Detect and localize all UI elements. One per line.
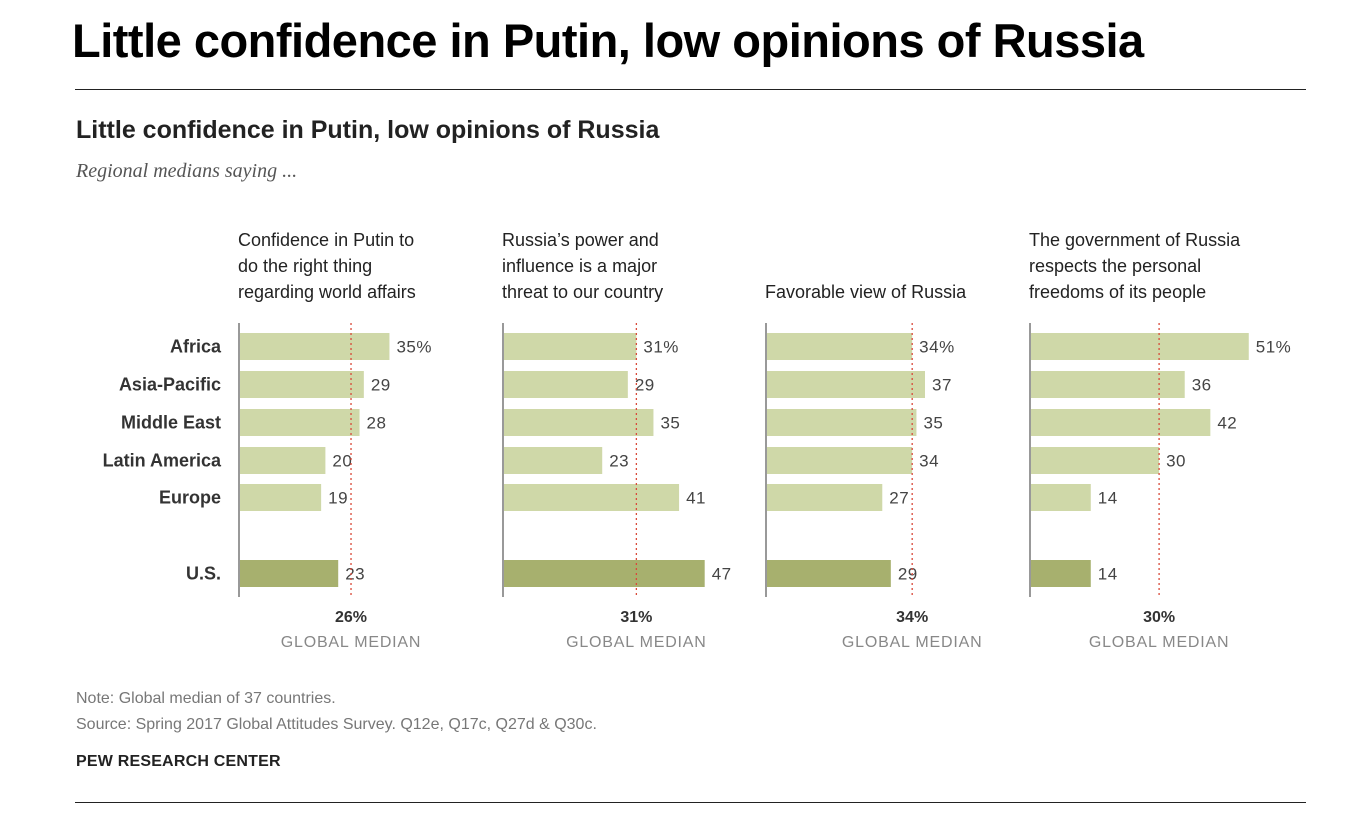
- panel-title-line: freedoms of its people: [1029, 282, 1206, 302]
- global-median-value: 30%: [1143, 609, 1175, 626]
- value-label: 34%: [919, 338, 955, 357]
- region-bar: [1031, 333, 1249, 360]
- panel-title-line: Russia’s power and: [502, 230, 659, 250]
- value-label: 29: [371, 376, 391, 395]
- chart-subtitle: Regional medians saying ...: [76, 160, 298, 182]
- global-median-caption: GLOBAL MEDIAN: [566, 634, 707, 651]
- value-label: 41: [686, 489, 706, 508]
- value-label: 20: [332, 452, 352, 471]
- chart-title: Little confidence in Putin, low opinions…: [76, 116, 660, 144]
- value-label: 34: [919, 452, 939, 471]
- category-label: Europe: [159, 488, 221, 508]
- value-label: 31%: [643, 338, 679, 357]
- bottom-divider: [75, 802, 1306, 803]
- value-label: 35: [660, 414, 680, 433]
- top-divider: [75, 89, 1306, 90]
- value-label: 42: [1217, 414, 1237, 433]
- us-bar: [1031, 560, 1091, 587]
- region-bar: [767, 333, 913, 360]
- region-bar: [1031, 484, 1091, 511]
- region-bar: [1031, 409, 1211, 436]
- panel-title-line: Confidence in Putin to: [238, 230, 414, 250]
- category-label: Africa: [170, 337, 222, 357]
- value-label: 47: [712, 565, 732, 584]
- region-bar: [767, 371, 925, 398]
- region-bar: [1031, 371, 1185, 398]
- category-label: Asia-Pacific: [119, 375, 221, 395]
- value-label: 19: [328, 489, 348, 508]
- value-label: 23: [345, 565, 365, 584]
- region-bar: [504, 333, 637, 360]
- region-bar: [504, 371, 628, 398]
- region-bar: [504, 447, 603, 474]
- value-label: 51%: [1256, 338, 1292, 357]
- org-credit: PEW RESEARCH CENTER: [76, 753, 281, 770]
- global-median-caption: GLOBAL MEDIAN: [281, 634, 422, 651]
- value-label: 23: [609, 452, 629, 471]
- value-label: 35%: [396, 338, 432, 357]
- region-bar: [240, 371, 364, 398]
- value-label: 14: [1098, 565, 1118, 584]
- panel-title-line: influence is a major: [502, 256, 657, 276]
- category-label: Latin America: [103, 451, 222, 471]
- global-median-value: 34%: [896, 609, 928, 626]
- region-bar: [767, 409, 917, 436]
- page-title: Little confidence in Putin, low opinions…: [72, 14, 1144, 67]
- value-label: 28: [367, 414, 387, 433]
- region-bar: [767, 484, 883, 511]
- category-label: Middle East: [121, 413, 221, 433]
- region-bar: [504, 409, 654, 436]
- region-bar: [504, 484, 680, 511]
- panel-title-line: respects the personal: [1029, 256, 1201, 276]
- panel-title-line: The government of Russia: [1029, 230, 1241, 250]
- chart-note: Note: Global median of 37 countries.: [76, 690, 336, 707]
- global-median-caption: GLOBAL MEDIAN: [1089, 634, 1230, 651]
- value-label: 36: [1192, 376, 1212, 395]
- global-median-value: 26%: [335, 609, 367, 626]
- value-label: 37: [932, 376, 952, 395]
- region-bar: [1031, 447, 1160, 474]
- value-label: 14: [1098, 489, 1118, 508]
- region-bar: [240, 484, 322, 511]
- value-label: 29: [898, 565, 918, 584]
- panel-title-line: regarding world affairs: [238, 282, 416, 302]
- panel-title-line: do the right thing: [238, 256, 372, 276]
- value-label: 35: [923, 414, 943, 433]
- global-median-value: 31%: [620, 609, 652, 626]
- global-median-caption: GLOBAL MEDIAN: [842, 634, 983, 651]
- panel-title-line: threat to our country: [502, 282, 663, 302]
- region-bar: [767, 447, 913, 474]
- value-label: 27: [889, 489, 909, 508]
- us-bar: [767, 560, 891, 587]
- panel-title-line: Favorable view of Russia: [765, 282, 967, 302]
- category-label: U.S.: [186, 564, 221, 584]
- us-bar: [504, 560, 705, 587]
- region-bar: [240, 447, 326, 474]
- region-bar: [240, 409, 360, 436]
- chart-source: Source: Spring 2017 Global Attitudes Sur…: [76, 716, 597, 733]
- us-bar: [240, 560, 339, 587]
- region-bar: [240, 333, 390, 360]
- value-label: 30: [1166, 452, 1186, 471]
- value-label: 29: [635, 376, 655, 395]
